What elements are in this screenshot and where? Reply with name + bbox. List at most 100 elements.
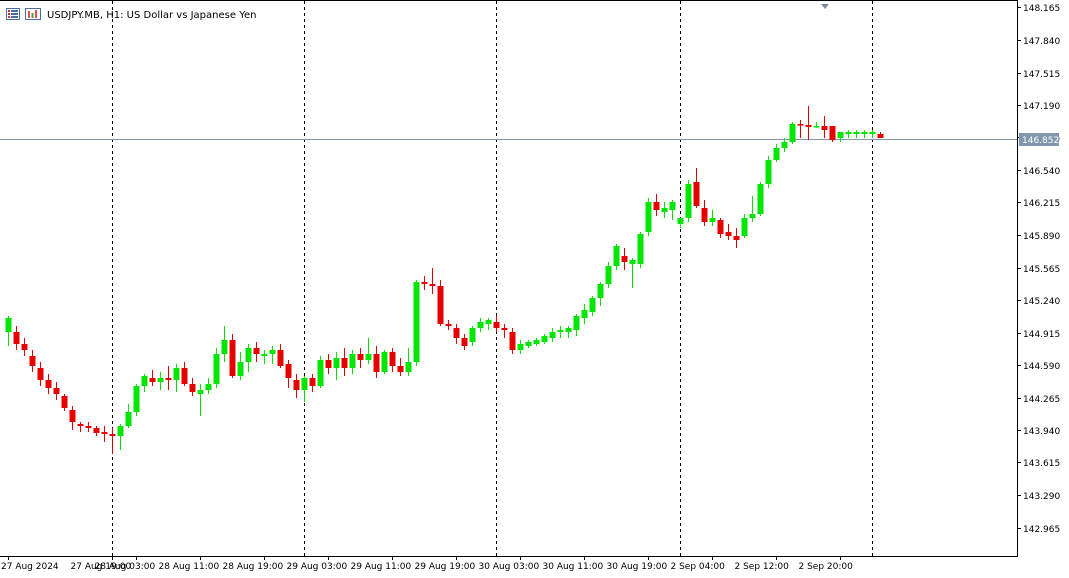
candle-body — [701, 208, 708, 222]
candle-body — [181, 368, 188, 384]
bear-candle — [357, 348, 364, 368]
bull-candle — [629, 258, 636, 288]
bull-candle — [637, 232, 644, 268]
time-tick-label: 29 Aug 03:00 — [287, 562, 348, 572]
candle-body — [621, 256, 628, 262]
candle-body — [709, 218, 716, 222]
bull-candle — [269, 346, 276, 364]
candle-body — [165, 378, 172, 380]
bull-candle — [485, 318, 492, 330]
candle-body — [357, 354, 364, 360]
price-axis[interactable]: 148.165147.840147.515147.190146.865146.5… — [1017, 4, 1060, 535]
bull-candle — [581, 304, 588, 324]
bull-candle — [589, 296, 596, 316]
candle-body — [717, 220, 724, 234]
bull-candle — [757, 182, 764, 216]
bear-candle — [373, 346, 380, 378]
bull-candle — [413, 280, 420, 366]
grid-menu-icon[interactable] — [6, 8, 20, 20]
candle-body — [293, 380, 300, 390]
current-price-badge: 146.852 — [1019, 133, 1059, 146]
bear-candle — [325, 354, 332, 374]
bull-candle — [365, 338, 372, 364]
bull-candle — [141, 374, 148, 392]
candle-body — [869, 132, 876, 134]
bull-candle — [813, 122, 820, 128]
bear-candle — [421, 276, 428, 290]
candle-body — [461, 338, 468, 346]
candle-body — [61, 396, 68, 408]
candle-body — [605, 266, 612, 284]
candle-body — [677, 218, 684, 224]
candle-body — [629, 260, 636, 264]
bull-candle — [845, 130, 852, 138]
candle-body — [301, 378, 308, 390]
candle-body — [101, 432, 108, 434]
candle-body — [189, 384, 196, 392]
candle-body — [93, 428, 100, 433]
bull-candle — [525, 340, 532, 348]
bear-candle — [53, 382, 60, 400]
price-tick-label: 144.590 — [1023, 362, 1060, 372]
bull-candle — [533, 338, 540, 346]
bear-candle — [437, 280, 444, 326]
chart-shift-marker-icon[interactable] — [821, 4, 829, 9]
candle-body — [237, 362, 244, 376]
candle-body — [789, 124, 796, 142]
bull-candle — [565, 326, 572, 338]
candle-body — [797, 124, 804, 126]
bull-candle — [197, 384, 204, 416]
bear-candle — [165, 366, 172, 390]
bear-candle — [877, 132, 884, 138]
bull-candle — [469, 326, 476, 346]
bull-candle — [333, 352, 340, 380]
bear-candle — [29, 350, 36, 372]
chart-symbol-title: USDJPY.MB, H1: US Dollar vs Japanese Yen — [47, 10, 256, 21]
bull-candle — [741, 214, 748, 238]
bear-candle — [293, 374, 300, 398]
candle-body — [645, 202, 652, 232]
bear-candle — [397, 358, 404, 376]
candle-body — [261, 354, 268, 356]
chart-header: USDJPY.MB, H1: US Dollar vs Japanese Yen — [6, 8, 256, 21]
candle-body — [733, 236, 740, 240]
candle-body — [117, 426, 124, 436]
candle-body — [277, 350, 284, 366]
candle-body — [613, 246, 620, 266]
bear-candle — [829, 126, 836, 142]
bear-candle — [37, 362, 44, 386]
bear-candle — [93, 426, 100, 436]
candle-body — [341, 358, 348, 368]
bull-candle — [541, 334, 548, 344]
bull-candle — [597, 282, 604, 306]
bear-candle — [821, 116, 828, 138]
candle-body — [285, 364, 292, 378]
bull-candle — [157, 372, 164, 390]
bull-candle — [749, 196, 756, 222]
current-price-label: 146.852 — [1022, 136, 1059, 146]
price-tick-label: 147.515 — [1023, 70, 1060, 80]
candle-body — [813, 126, 820, 128]
chart-settings-icon[interactable] — [25, 8, 41, 20]
candle-body — [109, 434, 116, 436]
candle-body — [741, 218, 748, 236]
candle-body — [29, 356, 36, 366]
candle-body — [493, 322, 500, 328]
bear-candle — [621, 248, 628, 270]
candle-body — [397, 366, 404, 372]
bear-candle — [341, 348, 348, 376]
bear-candle — [389, 348, 396, 372]
candle-body — [5, 318, 12, 332]
bear-candle — [805, 106, 812, 140]
bear-candle — [69, 406, 76, 430]
bear-candle — [13, 326, 20, 350]
bear-candle — [429, 268, 436, 294]
bull-candle — [709, 210, 716, 226]
time-tick-label: 28 Aug 11:00 — [159, 562, 220, 572]
candle-body — [861, 132, 868, 134]
bull-candle — [677, 218, 684, 228]
candle-body — [773, 148, 780, 160]
